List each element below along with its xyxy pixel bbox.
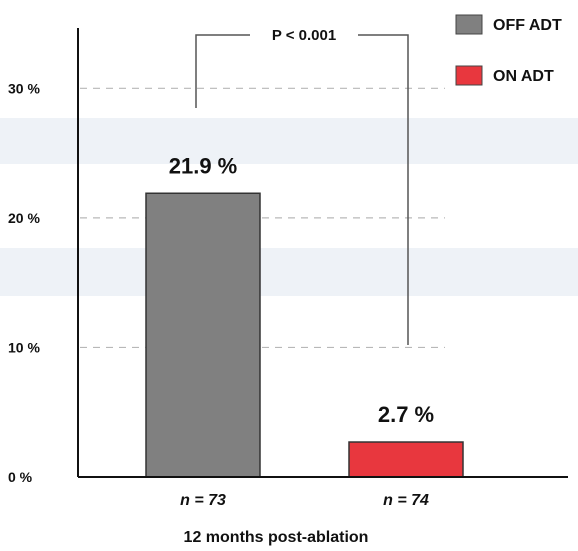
n-label: n = 74 (383, 492, 429, 509)
bar-off-adt (145, 192, 261, 478)
x-axis-categories: n = 73 n = 74 (180, 492, 429, 509)
y-tick-label: 10 % (8, 339, 40, 355)
y-tick-label: 20 % (8, 210, 40, 226)
data-label: 21.9 % (169, 153, 238, 178)
y-tick-label: 0 % (8, 469, 33, 485)
background-band (0, 248, 578, 296)
p-value-annotation: P < 0.001 (272, 27, 336, 44)
x-axis-label: 12 months post-ablation (184, 529, 369, 546)
legend-label-on-adt: ON ADT (493, 68, 554, 85)
n-label: n = 73 (180, 492, 226, 509)
legend-label-off-adt: OFF ADT (493, 17, 562, 34)
bracket-left (195, 34, 250, 108)
gridlines (80, 87, 445, 349)
legend: OFF ADT ON ADT (455, 14, 562, 86)
bars (145, 192, 464, 478)
legend-swatch-on-adt (455, 65, 483, 86)
bar-on-adt (348, 441, 464, 478)
bracket-right (358, 34, 409, 345)
data-label: 2.7 % (378, 402, 434, 427)
significance-bracket: P < 0.001 (195, 27, 409, 345)
y-axis-ticks: 0 % 10 % 20 % 30 % (8, 80, 40, 485)
data-labels: 21.9 % 2.7 % (169, 153, 434, 427)
background-band (0, 118, 578, 164)
legend-swatch-off-adt (455, 14, 483, 35)
y-tick-label: 30 % (8, 80, 40, 96)
